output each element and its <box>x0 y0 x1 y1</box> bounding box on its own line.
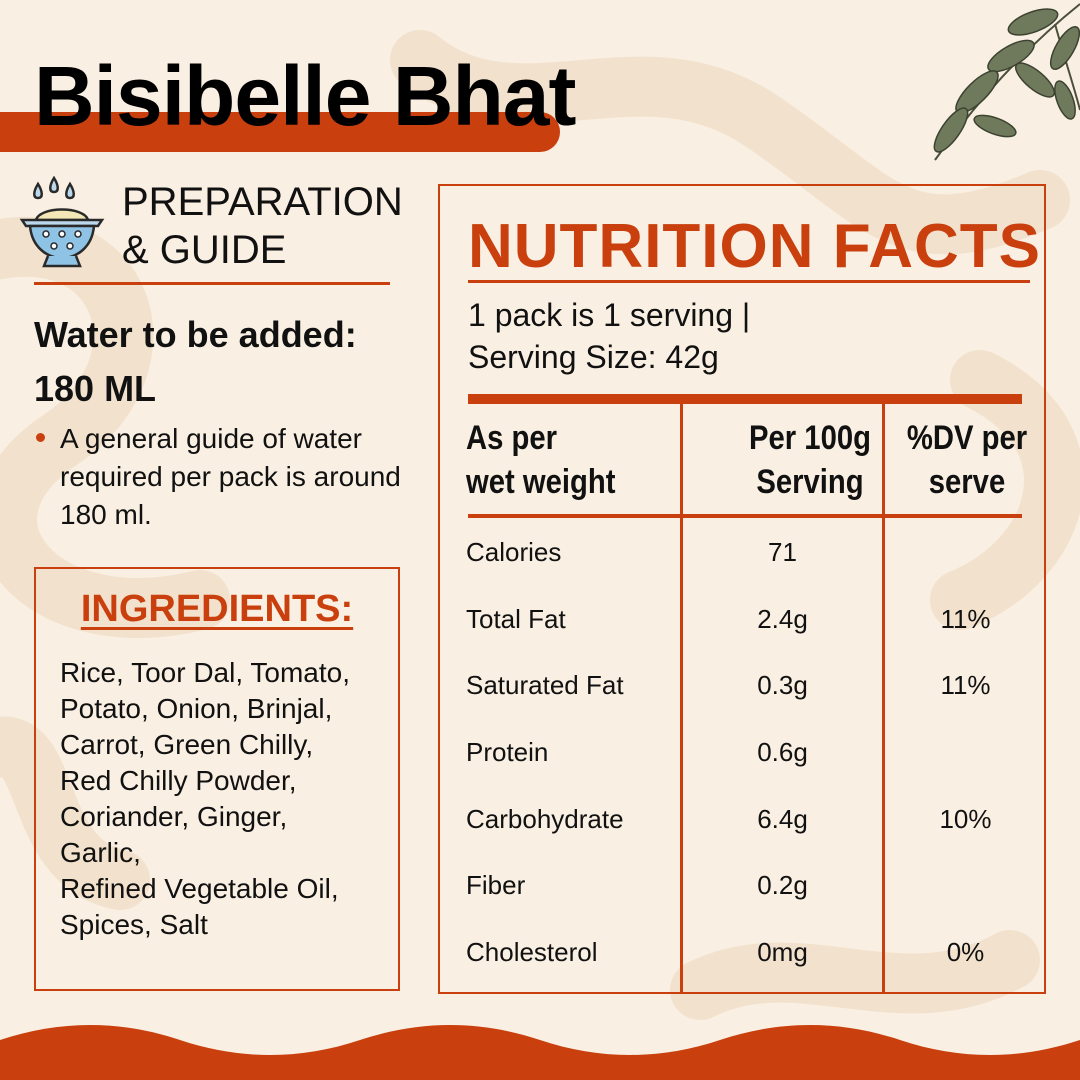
serving-line-2: Serving Size: 42g <box>468 339 719 375</box>
title-accent-bar <box>0 112 560 152</box>
ingredients-heading: INGREDIENTS: <box>80 588 354 630</box>
nutrient-name: Fiber <box>466 870 526 901</box>
nutrition-rows: Calories 71 Total Fat 2.4g 11% Saturated… <box>440 522 1044 989</box>
nutrient-name: Carbohydrate <box>466 803 624 834</box>
nutrient-name: Saturated Fat <box>466 670 624 701</box>
column-header-basis: As per wet weight <box>466 416 615 504</box>
nutrition-facts-panel: NUTRITION FACTS 1 pack is 1 serving | Se… <box>438 184 1046 994</box>
nutrient-dv: 11% <box>940 670 991 701</box>
bullet-dot <box>36 433 45 442</box>
ingredients-line: Carrot, Green Chilly, <box>60 729 314 760</box>
ingredients-line: Spices, Salt <box>60 909 208 940</box>
nutrition-heading: NUTRITION FACTS <box>468 212 1041 281</box>
ingredients-box: INGREDIENTS: Rice, Toor Dal, Tomato, Pot… <box>34 567 400 991</box>
column-header-dv-line2: serve <box>928 463 1006 501</box>
table-header-rule <box>468 514 1022 518</box>
column-header-basis-line2: wet weight <box>466 463 616 501</box>
nutrient-name: Calories <box>466 537 562 567</box>
table-row: Carbohydrate 6.4g 10% <box>440 789 1044 856</box>
nutrient-dv: 10% <box>939 803 992 834</box>
ingredients-line: Potato, Onion, Brinjal, <box>60 693 333 724</box>
nutrient-per100g: 0mg <box>757 937 808 968</box>
nutrient-name: Total Fat <box>466 603 566 634</box>
preparation-heading-line1: PREPARATION <box>122 180 403 224</box>
nutrient-name: Cholesterol <box>466 937 598 968</box>
water-label: Water to be added: <box>34 314 357 355</box>
table-row: Calories 71 <box>440 522 1044 589</box>
column-header-per100g-line2: Serving <box>756 463 864 501</box>
curry-leaves-icon <box>933 3 1080 161</box>
ingredients-line: Coriander, Ginger, <box>60 801 288 832</box>
column-divider <box>882 404 885 992</box>
table-row: Protein 0.6g <box>440 722 1044 789</box>
preparation-divider <box>34 282 390 285</box>
ingredients-line: Rice, Toor Dal, Tomato, <box>60 657 350 688</box>
nutrition-heading-underline <box>468 280 1030 283</box>
column-header-dv-line1: %DV per <box>906 419 1028 457</box>
water-amount: 180 ML <box>34 368 157 409</box>
product-title: Bisibelle Bhat <box>34 49 576 143</box>
ingredients-line: Red Chilly Powder, <box>60 765 297 796</box>
table-row: Cholesterol 0mg 0% <box>440 922 1044 989</box>
water-instruction: Water to be added: 180 ML <box>34 308 357 416</box>
nutrient-per100g: 2.4g <box>757 603 808 634</box>
bottom-wave-decoration <box>0 1025 1080 1080</box>
table-row: Saturated Fat 0.3g 11% <box>440 655 1044 722</box>
column-header-dv: %DV per serve <box>903 416 1032 504</box>
nutrient-per100g: 0.3g <box>757 670 808 701</box>
nutrient-dv: 11% <box>940 603 991 634</box>
nutrient-per100g: 0.6g <box>757 737 808 768</box>
serving-info: 1 pack is 1 serving | Serving Size: 42g <box>468 294 750 378</box>
nutrient-per100g: 6.4g <box>757 803 808 834</box>
colander-icon <box>19 176 105 268</box>
table-top-rule <box>468 394 1022 404</box>
ingredients-line: Refined Vegetable Oil, <box>60 873 339 904</box>
serving-line-1: 1 pack is 1 serving | <box>468 297 751 333</box>
nutrient-name: Protein <box>466 737 549 768</box>
preparation-heading-line2: & GUIDE <box>122 228 287 272</box>
table-row: Total Fat 2.4g 11% <box>440 589 1044 656</box>
ingredients-list: Rice, Toor Dal, Tomato, Potato, Onion, B… <box>60 655 350 943</box>
column-header-per100g-line1: Per 100g <box>749 419 871 457</box>
column-divider <box>680 404 683 992</box>
preparation-heading: PREPARATION & GUIDE <box>122 178 403 274</box>
table-row: Fiber 0.2g <box>440 855 1044 922</box>
nutrient-per100g: 0.2g <box>757 870 808 901</box>
column-header-per100g: Per 100g Serving <box>724 416 896 504</box>
ingredients-line: Garlic, <box>60 837 141 868</box>
column-header-basis-line1: As per <box>466 419 558 457</box>
water-note: A general guide of water required per pa… <box>60 423 401 530</box>
nutrient-dv: 0% <box>946 937 985 968</box>
nutrient-per100g: 71 <box>768 537 797 567</box>
